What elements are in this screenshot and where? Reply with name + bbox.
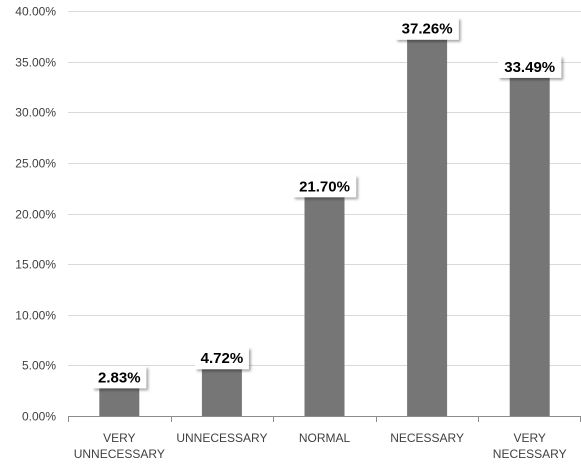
data-label-text: 2.83%	[98, 369, 141, 386]
x-category-label: NORMAL	[299, 431, 351, 445]
bar	[304, 196, 345, 416]
x-category-label: NECESSARY	[390, 431, 464, 445]
y-tick-label: 30.00%	[15, 106, 56, 120]
data-label-text: 21.70%	[299, 178, 350, 195]
data-label-box	[92, 366, 147, 389]
data-label: 4.72%	[194, 347, 249, 370]
data-label-box	[194, 347, 249, 370]
x-axis-category-labels: VERY UNNECESSARY UNNECESSARY NORMAL NECESSAR…	[68, 416, 581, 461]
x-category-label: UNNECESSARY	[176, 431, 267, 445]
data-label-box	[395, 17, 459, 40]
data-label: 21.70%	[292, 175, 357, 198]
bar	[407, 38, 448, 417]
data-label: 37.26%	[395, 17, 459, 40]
data-label: 2.83%	[92, 366, 147, 389]
data-label-text: 37.26%	[402, 21, 453, 38]
y-tick-label: 40.00%	[15, 5, 56, 19]
y-tick-label: 35.00%	[15, 56, 56, 70]
data-labels: 2.83% 4.72% 21.70% 37.26% 33.49%	[92, 17, 562, 389]
bar	[99, 387, 140, 416]
y-axis-tick-labels: 0.00% 5.00% 10.00% 15.00% 20.00% 25.00% 30.00%…	[15, 5, 56, 424]
y-tick-label: 10.00%	[15, 309, 56, 323]
data-label-box	[292, 175, 357, 198]
y-tick-label: 0.00%	[22, 410, 56, 424]
x-category-label: VERY NECESSARY	[493, 431, 567, 461]
data-label: 33.49%	[498, 55, 562, 78]
bar	[201, 368, 242, 416]
y-tick-label: 5.00%	[22, 359, 56, 373]
y-tick-label: 20.00%	[15, 208, 56, 222]
data-label-text: 33.49%	[504, 59, 555, 76]
y-tick-label: 25.00%	[15, 157, 56, 171]
x-category-label: VERY UNNECESSARY	[74, 431, 165, 461]
data-label-text: 4.72%	[201, 350, 244, 367]
bar	[509, 76, 550, 416]
data-label-box	[498, 55, 562, 78]
y-tick-label: 15.00%	[15, 258, 56, 272]
bars	[99, 38, 550, 417]
